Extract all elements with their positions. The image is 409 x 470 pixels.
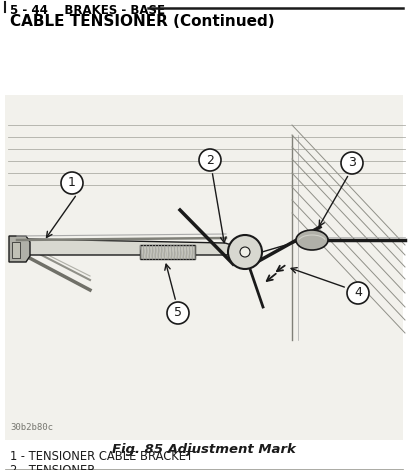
Circle shape bbox=[228, 235, 262, 269]
Text: 1: 1 bbox=[68, 177, 76, 189]
Bar bbox=[12, 242, 20, 258]
Circle shape bbox=[199, 149, 221, 171]
Polygon shape bbox=[14, 239, 235, 255]
Bar bbox=[5, 95, 403, 440]
Text: 2: 2 bbox=[206, 154, 214, 166]
Bar bbox=[140, 245, 195, 259]
Text: 5: 5 bbox=[174, 306, 182, 320]
Circle shape bbox=[61, 172, 83, 194]
Text: 2 - TENSIONER: 2 - TENSIONER bbox=[10, 463, 95, 470]
Text: 4: 4 bbox=[354, 287, 362, 299]
Text: 5 - 44    BRAKES - BASE: 5 - 44 BRAKES - BASE bbox=[10, 4, 165, 17]
Circle shape bbox=[341, 152, 363, 174]
Text: CABLE TENSIONER (Continued): CABLE TENSIONER (Continued) bbox=[10, 14, 274, 29]
Circle shape bbox=[347, 282, 369, 304]
Text: 1 - TENSIONER CABLE BRACKET: 1 - TENSIONER CABLE BRACKET bbox=[10, 450, 193, 463]
Ellipse shape bbox=[296, 230, 328, 250]
Circle shape bbox=[240, 247, 250, 257]
Polygon shape bbox=[9, 236, 30, 262]
Text: Fig. 85 Adjustment Mark: Fig. 85 Adjustment Mark bbox=[112, 443, 296, 456]
Circle shape bbox=[167, 302, 189, 324]
Text: 3: 3 bbox=[348, 157, 356, 170]
Text: 30b2b80c: 30b2b80c bbox=[10, 423, 53, 432]
